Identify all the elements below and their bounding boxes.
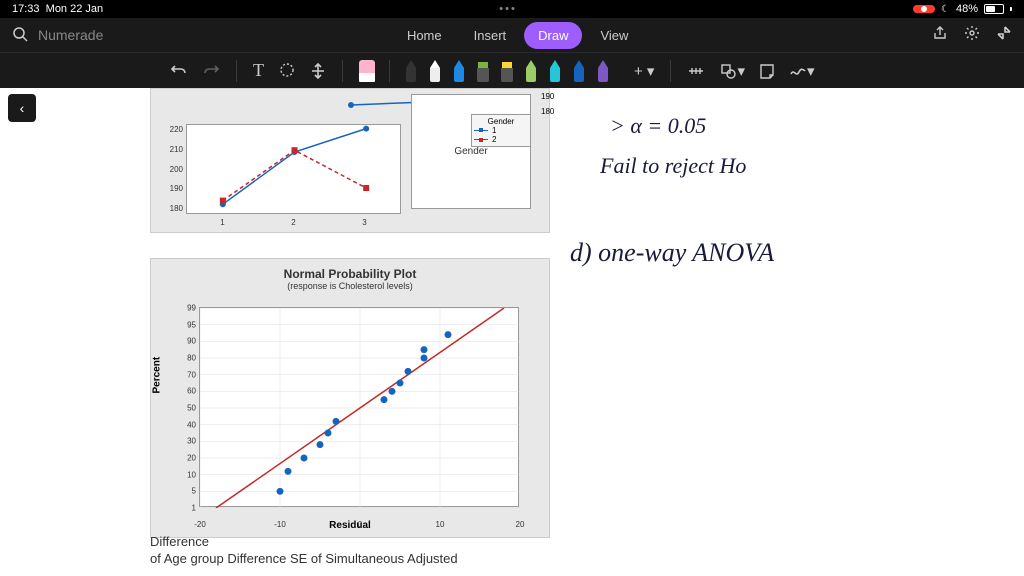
x-axis-label: Residual xyxy=(329,520,371,531)
lasso-icon[interactable] xyxy=(278,62,296,80)
share-icon[interactable] xyxy=(932,25,948,46)
handwritten-note: Fail to reject Ho xyxy=(600,153,746,179)
search-icon[interactable] xyxy=(12,26,28,45)
pen-tool[interactable] xyxy=(524,60,538,84)
table-header-text: Difference of Age group Difference SE of… xyxy=(150,534,458,568)
chart-legend: Gender 1 2 xyxy=(471,114,531,147)
handwritten-note: > α = 0.05 xyxy=(610,113,706,139)
note-icon[interactable] xyxy=(759,63,775,79)
highlighter-tool[interactable] xyxy=(500,62,514,86)
pen-tool[interactable] xyxy=(572,60,586,84)
add-pen-icon[interactable]: + ▾ xyxy=(634,62,654,80)
pen-tool[interactable] xyxy=(404,60,418,84)
pen-tray: + ▾ xyxy=(351,55,662,86)
pen-tool[interactable] xyxy=(428,60,442,84)
ruler-icon[interactable] xyxy=(687,62,705,80)
dnd-icon: ☾ xyxy=(941,4,950,15)
doc-title[interactable]: Numerade xyxy=(38,27,103,43)
chart-subtitle: (response is Cholesterol levels) xyxy=(151,281,549,291)
shapes-icon[interactable]: ▾ xyxy=(719,62,745,80)
panel-label: Gender xyxy=(454,146,487,157)
recording-indicator[interactable] xyxy=(913,5,935,13)
tab-view[interactable]: View xyxy=(586,22,642,49)
clock: 17:33 xyxy=(12,3,40,15)
handwritten-note: d) one-way ANOVA xyxy=(570,238,774,268)
status-bar: 17:33 Mon 22 Jan ••• ☾ 48% xyxy=(0,0,1024,18)
tab-home[interactable]: Home xyxy=(393,22,456,49)
battery-icon xyxy=(984,4,1004,14)
tab-draw[interactable]: Draw xyxy=(524,22,582,49)
draw-toolbar: T + ▾ ▾ ▾ xyxy=(0,52,1024,88)
interaction-chart: 190 180 220210200190180 123 Gender Gende… xyxy=(150,88,550,233)
highlighter-tool[interactable] xyxy=(476,62,490,86)
probability-plot: Normal Probability Plot (response is Cho… xyxy=(150,258,550,538)
tab-insert[interactable]: Insert xyxy=(460,22,521,49)
chart-title: Normal Probability Plot xyxy=(151,259,549,281)
redo-icon[interactable] xyxy=(202,62,220,80)
undo-icon[interactable] xyxy=(170,62,188,80)
page-canvas[interactable]: ‹ 190 180 220210200190180 123 Gender Gen… xyxy=(0,88,1024,576)
gear-icon[interactable] xyxy=(964,25,980,46)
eraser-tool[interactable] xyxy=(359,60,375,82)
title-bar: Numerade Home Insert Draw View xyxy=(0,18,1024,52)
text-tool-icon[interactable]: T xyxy=(253,60,264,81)
pen-tool[interactable] xyxy=(452,60,466,84)
back-button[interactable]: ‹ xyxy=(8,94,36,122)
insert-space-icon[interactable] xyxy=(310,62,326,80)
y-axis-label: Percent xyxy=(152,357,163,394)
battery-percent: 48% xyxy=(956,3,978,15)
date: Mon 22 Jan xyxy=(46,3,103,15)
ink-icon[interactable]: ▾ xyxy=(789,62,815,80)
collapse-icon[interactable] xyxy=(996,25,1012,46)
status-ellipsis: ••• xyxy=(103,3,913,15)
pen-tool[interactable] xyxy=(596,60,610,84)
pen-tool[interactable] xyxy=(548,60,562,84)
